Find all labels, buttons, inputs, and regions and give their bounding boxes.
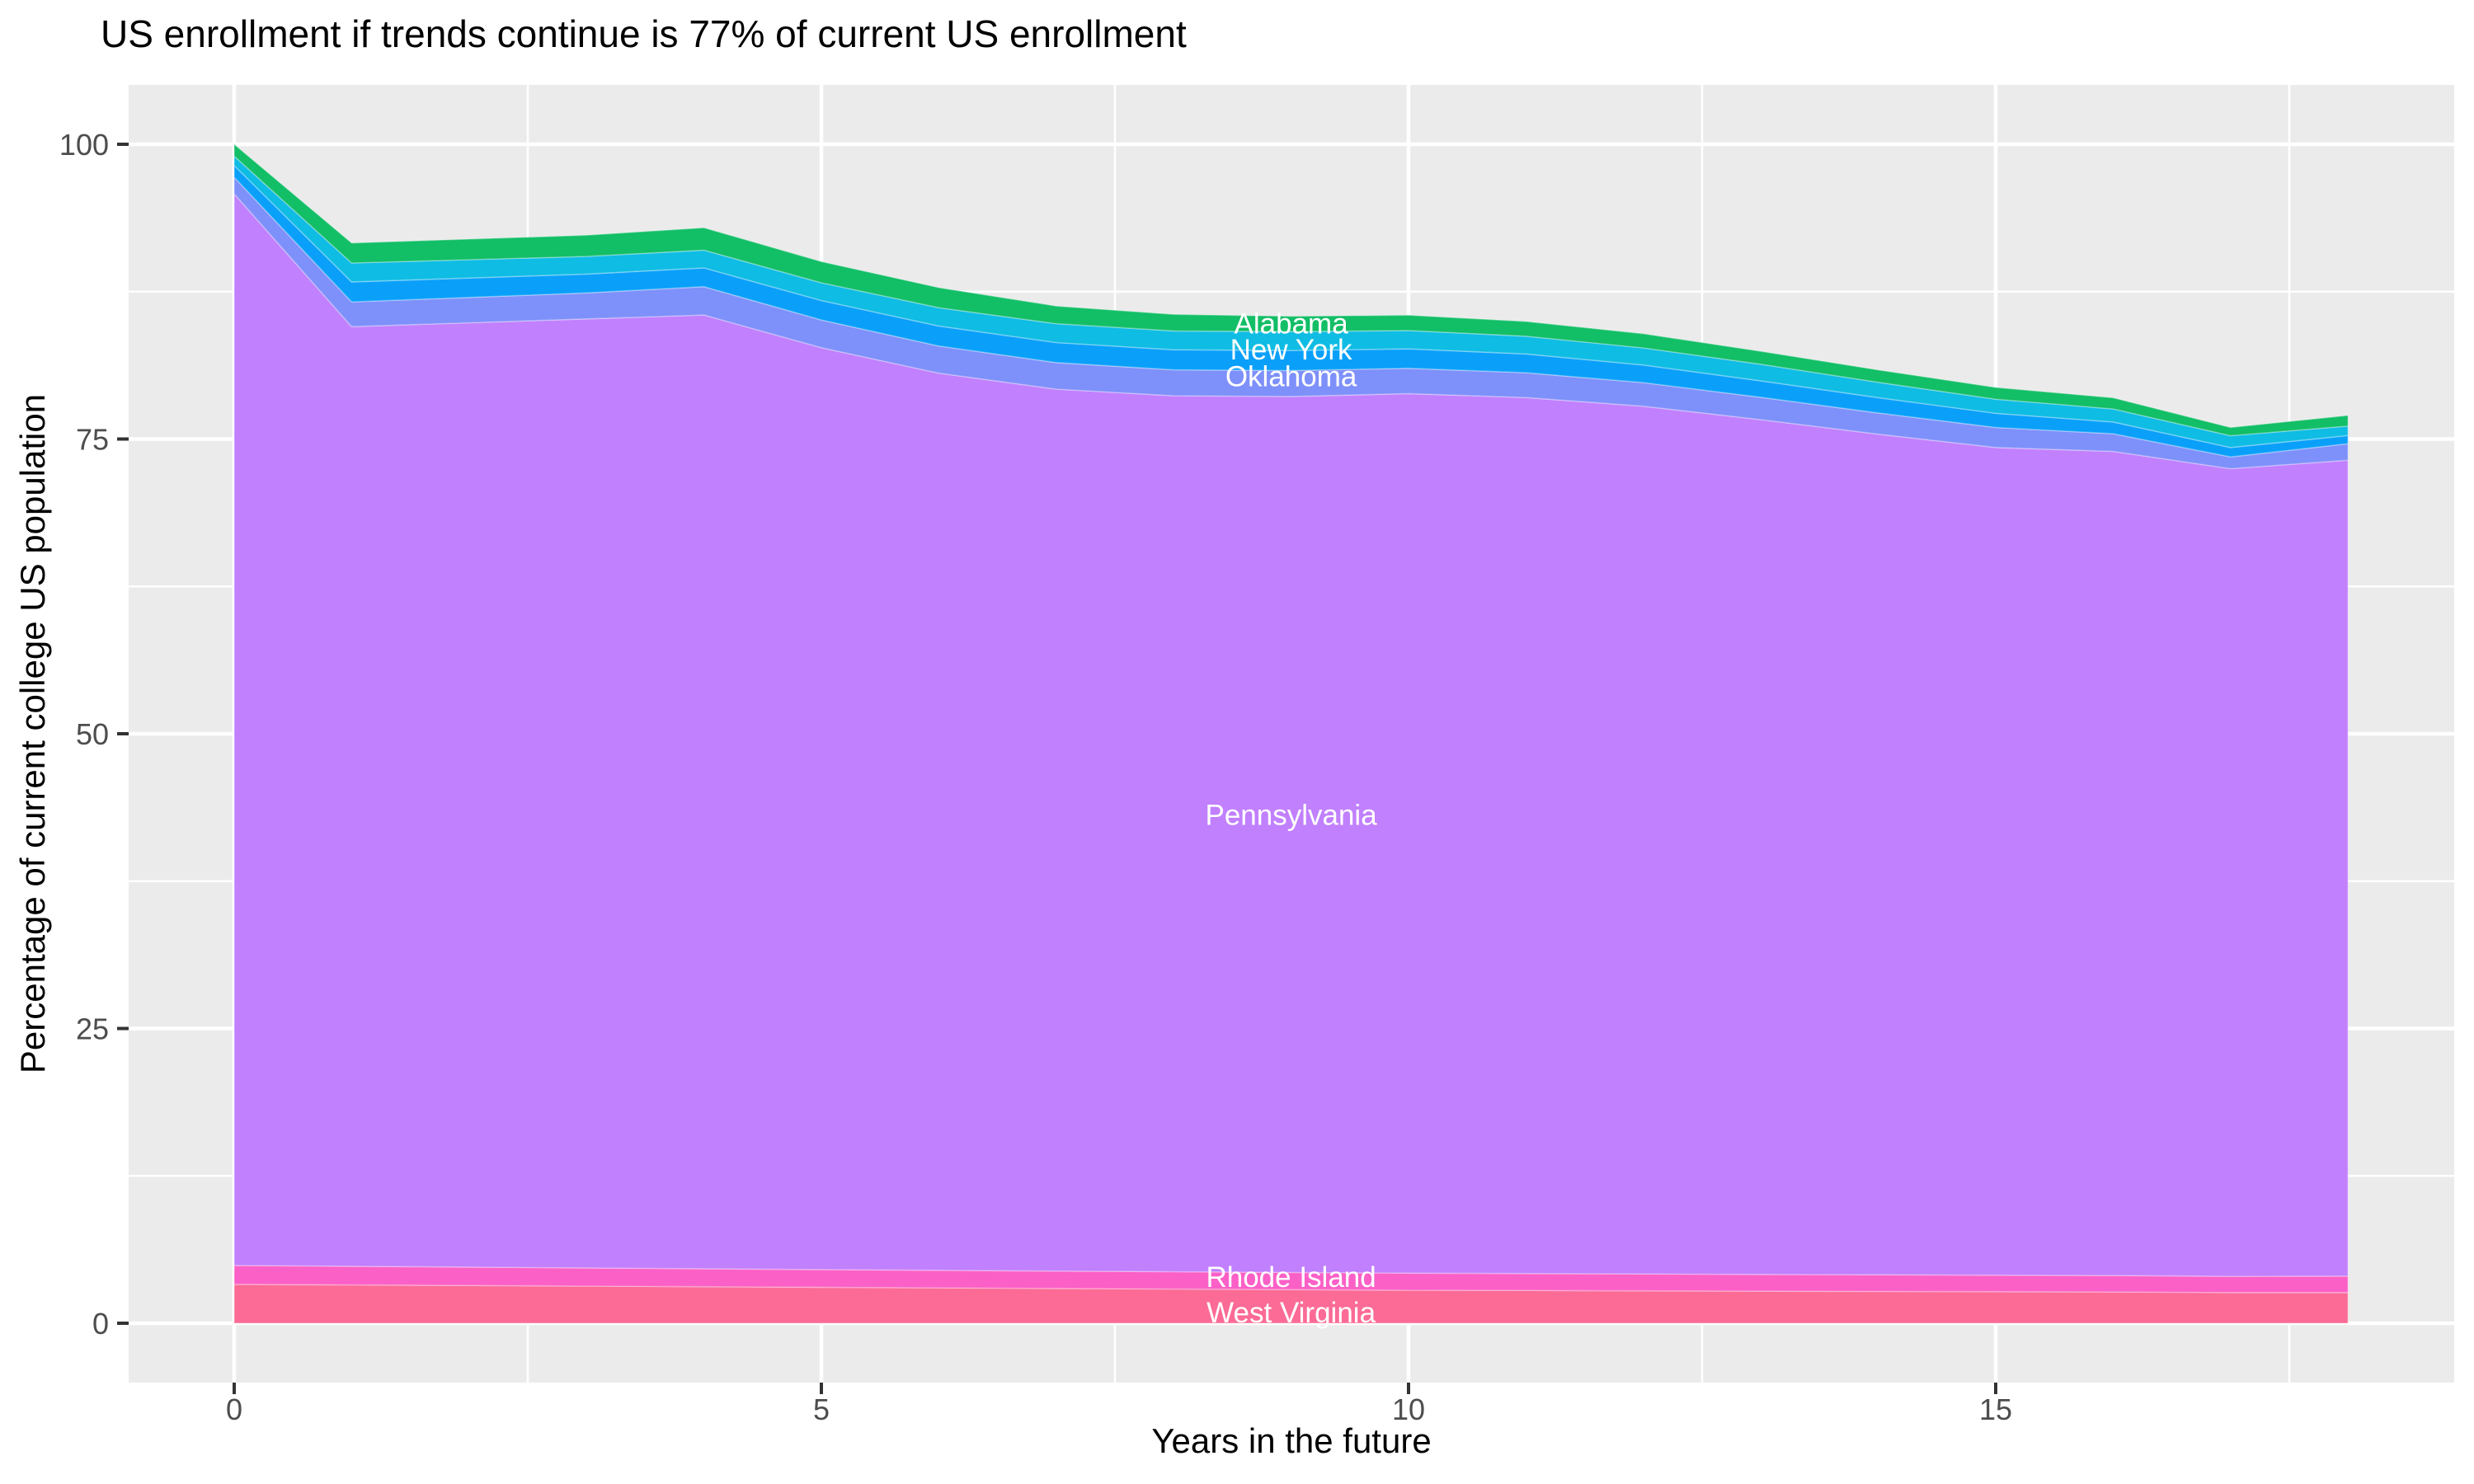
x-axis-title: Years in the future — [1151, 1421, 1432, 1460]
series-label-new-york: New York — [1230, 334, 1352, 366]
x-tick-label: 5 — [813, 1392, 830, 1426]
x-tick-label: 15 — [1979, 1392, 2012, 1426]
series-label-alabama: Alabama — [1235, 308, 1349, 340]
area-west-virginia — [233, 1283, 2349, 1324]
series-label-oklahoma: Oklahoma — [1225, 361, 1357, 393]
plot-title: US enrollment if trends continue is 77% … — [101, 12, 1187, 55]
series-label-pennsylvania: Pennsylvania — [1205, 800, 1377, 832]
y-tick-label: 50 — [76, 717, 109, 751]
area-pennsylvania — [233, 191, 2349, 1277]
x-tick-label: 10 — [1392, 1392, 1425, 1426]
area-new-york — [233, 163, 2349, 458]
x-tick-label: 0 — [226, 1392, 242, 1426]
series-label-rhode-island: Rhode Island — [1206, 1261, 1376, 1294]
y-tick-label: 75 — [76, 423, 109, 457]
area-alabama — [233, 143, 2349, 437]
y-tick-label: 100 — [59, 128, 109, 162]
series-label-west-virginia: West Virginia — [1206, 1297, 1376, 1329]
y-tick-label: 0 — [92, 1307, 109, 1341]
y-tick-label: 25 — [76, 1012, 109, 1046]
